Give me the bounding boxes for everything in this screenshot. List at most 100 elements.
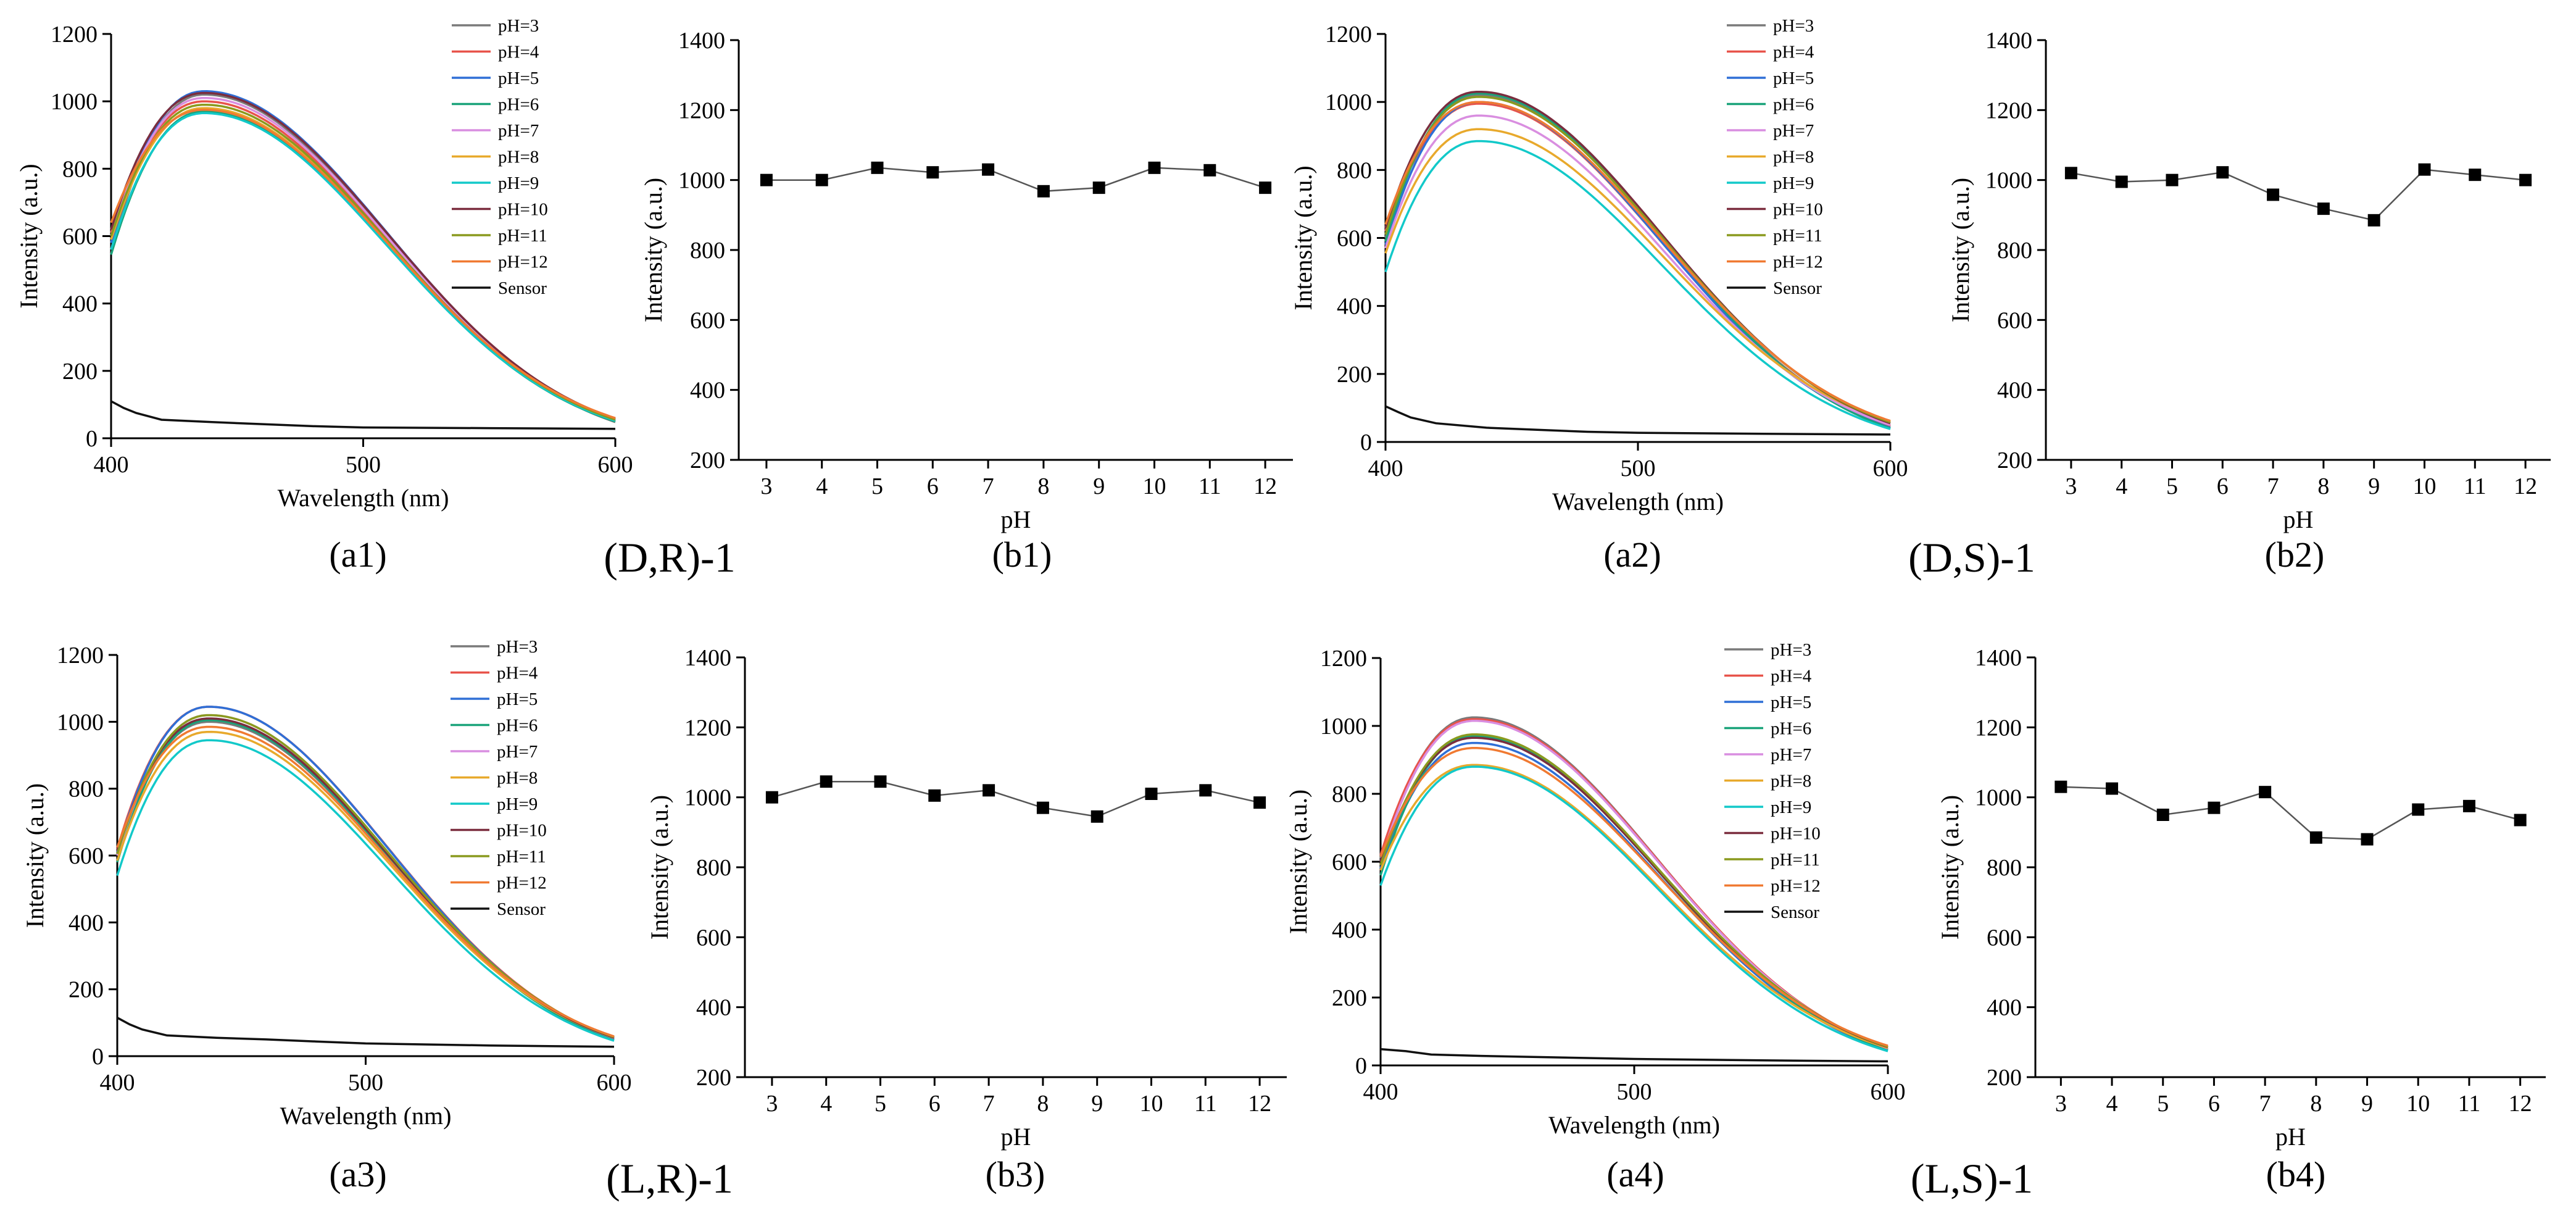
legend-label-a3: pH=11 <box>497 847 546 867</box>
legend-label-a2: pH=8 <box>1773 148 1814 167</box>
y-tick-label-a4: 600 <box>1332 849 1367 875</box>
data-point-b4-10 <box>2412 803 2425 816</box>
data-point-b4-11 <box>2462 799 2475 812</box>
x-tick-label-b1: 5 <box>871 473 883 499</box>
legend-label-a1: pH=7 <box>498 121 539 141</box>
legend-label-a2: pH=10 <box>1773 200 1823 220</box>
data-point-b3-12 <box>1253 796 1266 809</box>
x-tick-label-b1: 8 <box>1037 473 1049 499</box>
legend-label-a2: pH=5 <box>1773 69 1814 88</box>
group-label-dr: (D,R)-1 <box>604 534 735 581</box>
legend-label-a3: pH=3 <box>497 637 538 657</box>
data-point-b1-3 <box>760 173 773 186</box>
data-point-b2-7 <box>2267 188 2280 201</box>
x-tick-label-b2: 4 <box>2116 473 2127 499</box>
panel-label-a2: (a2) <box>1603 535 1661 575</box>
y-tick-label-b1: 400 <box>690 378 725 404</box>
y-tick-label-a1: 200 <box>62 359 98 385</box>
series-line-a4-5 <box>1379 764 1888 1049</box>
data-point-b1-9 <box>1092 181 1105 194</box>
connector-line-b3 <box>771 780 1260 818</box>
legend-label-a3: pH=10 <box>497 821 547 841</box>
data-point-b4-7 <box>2259 786 2272 799</box>
data-point-b3-11 <box>1199 784 1212 797</box>
panel-label-a3: (a3) <box>329 1154 386 1194</box>
x-tick-label-b4: 6 <box>2208 1091 2220 1117</box>
data-point-b3-4 <box>820 775 833 788</box>
x-axis-title-a1: Wavelength (nm) <box>278 484 449 512</box>
panel-label-b1: (b1) <box>992 535 1052 575</box>
y-tick-label-b1: 200 <box>690 448 725 473</box>
legend-label-a1: pH=5 <box>498 69 539 88</box>
y-tick-label-a4: 200 <box>1332 985 1367 1011</box>
legend-label-a4: pH=3 <box>1771 640 1811 660</box>
y-tick-label-b3: 200 <box>696 1065 731 1091</box>
chart-b1: 200 400 600 800 1000 1200 1400 3 4 5 6 7 8 9 10 11 12 pH I… <box>639 28 1293 533</box>
y-tick-label-a1: 0 <box>86 426 98 452</box>
x-tick-label-b1: 10 <box>1143 473 1166 499</box>
data-point-b1-10 <box>1148 161 1161 174</box>
data-point-b2-3 <box>2064 167 2077 180</box>
y-tick-label-b2: 1200 <box>1985 98 2032 123</box>
y-tick-label-a3: 400 <box>69 910 104 936</box>
x-tick-label-b3: 4 <box>820 1091 832 1117</box>
panel-label-a4: (a4) <box>1606 1154 1664 1194</box>
y-tick-label-b3: 400 <box>696 995 731 1021</box>
group-label-ls: (L,S)-1 <box>1911 1155 2033 1202</box>
y-tick-label-b3: 1000 <box>684 785 731 811</box>
data-point-b2-11 <box>2469 169 2482 181</box>
y-tick-label-a3: 0 <box>92 1044 104 1070</box>
series-line-a3-1 <box>116 706 615 1039</box>
x-tick-label-b2: 7 <box>2267 473 2279 499</box>
data-point-b3-6 <box>928 789 941 802</box>
x-tick-label-b3: 9 <box>1091 1091 1103 1117</box>
x-tick-label-b4: 10 <box>2406 1091 2430 1117</box>
y-tick-label-a1: 800 <box>62 156 98 182</box>
x-tick-label-a4: 600 <box>1871 1079 1906 1105</box>
x-tick-label-b4: 4 <box>2106 1091 2118 1117</box>
x-tick-label-b4: 3 <box>2055 1091 2067 1117</box>
x-tick-label-b2: 10 <box>2413 473 2437 499</box>
x-tick-label-b2: 3 <box>2065 473 2077 499</box>
x-tick-label-b1: 11 <box>1199 473 1221 499</box>
y-tick-label-a2: 1000 <box>1325 90 1372 115</box>
y-tick-label-a2: 0 <box>1360 430 1372 456</box>
y-tick-label-a2: 400 <box>1337 294 1372 320</box>
group-label-lr: (L,R)-1 <box>606 1155 733 1202</box>
x-tick-label-b3: 10 <box>1140 1091 1163 1117</box>
series-line-a4-10 <box>1380 1048 1888 1063</box>
x-tick-label-a4: 500 <box>1617 1079 1652 1105</box>
data-point-b3-8 <box>1036 801 1049 814</box>
legend-label-a2: pH=12 <box>1773 252 1823 272</box>
y-tick-label-a3: 1000 <box>57 709 104 735</box>
x-tick-label-b2: 8 <box>2317 473 2329 499</box>
legend-label-a4: Sensor <box>1771 902 1819 922</box>
series-line-a2-10 <box>1385 405 1891 436</box>
legend-label-a4: pH=10 <box>1771 824 1821 844</box>
chart-b3: 200 400 600 800 1000 1200 1400 3 4 5 6 7 8 9 10 11 12 pH I… <box>646 645 1287 1151</box>
legend-label-a1: Sensor <box>498 278 547 298</box>
x-tick-label-b4: 12 <box>2509 1091 2532 1117</box>
x-tick-label-b2: 9 <box>2368 473 2380 499</box>
connector-line-b1 <box>766 167 1266 193</box>
y-tick-label-a3: 600 <box>69 843 104 869</box>
x-tick-label-b4: 9 <box>2361 1091 2373 1117</box>
y-tick-label-b4: 1200 <box>1975 715 2022 741</box>
y-tick-label-b2: 1000 <box>1985 168 2032 194</box>
data-point-b2-10 <box>2418 163 2431 176</box>
y-tick-label-b1: 800 <box>690 238 725 264</box>
data-point-b3-10 <box>1145 788 1158 800</box>
x-tick-label-a3: 500 <box>348 1070 383 1096</box>
y-tick-label-b3: 1200 <box>684 715 731 741</box>
y-tick-label-a2: 800 <box>1337 157 1372 183</box>
y-tick-label-b3: 1400 <box>684 645 731 671</box>
data-point-b3-3 <box>765 791 778 804</box>
group-label-ds: (D,S)-1 <box>1908 534 2035 581</box>
x-tick-label-b4: 5 <box>2157 1091 2169 1117</box>
y-tick-label-b4: 400 <box>1987 995 2022 1021</box>
legend-label-a2: pH=9 <box>1773 173 1814 193</box>
chart-a4: 0 200 400 600 800 1000 1200 400 500 600 Wavelength… <box>1284 640 1906 1139</box>
panel-label-b3: (b3) <box>986 1154 1045 1194</box>
legend-label-a1: pH=8 <box>498 148 539 167</box>
legend-label-a2: pH=11 <box>1773 226 1822 246</box>
